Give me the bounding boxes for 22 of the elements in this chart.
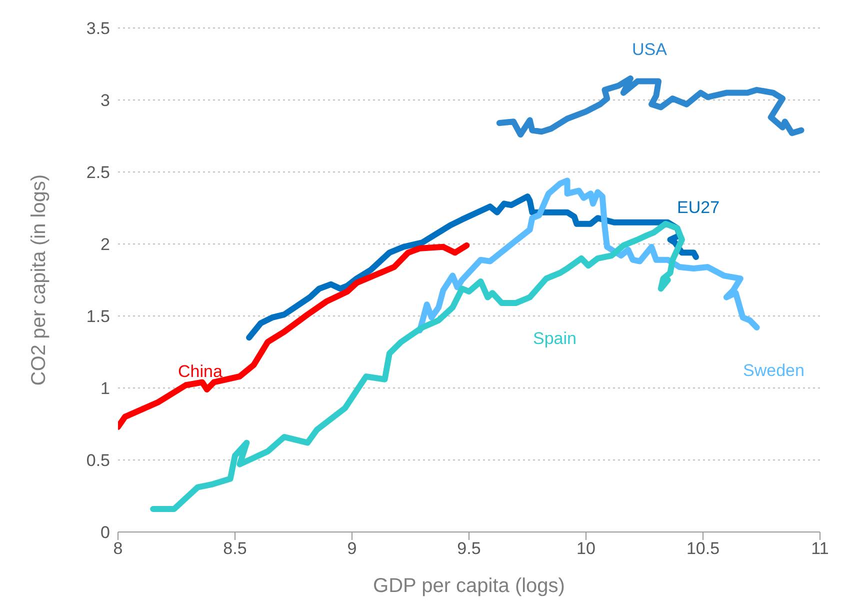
text: Sweden [743, 361, 804, 380]
y-tick-label: 1.5 [86, 307, 110, 326]
x-tick-label: 8.5 [223, 539, 247, 558]
y-tick-label: 0.5 [86, 451, 110, 470]
series-label: Spain [533, 329, 576, 348]
y-tick-label: 2 [100, 235, 110, 254]
x-tick-label: 9 [347, 539, 357, 558]
series-label: China [178, 362, 223, 381]
y-tick-label: 0 [100, 523, 110, 542]
series-label: USA [632, 40, 668, 59]
y-axis-title: CO2 per capita (in logs) [28, 174, 50, 386]
x-tick-label: 10 [576, 539, 596, 558]
y-tick-label: 3 [100, 91, 110, 110]
series-label: EU27 [677, 198, 720, 217]
x-tick-label: 9.5 [457, 539, 481, 558]
x-axis-title: GDP per capita (logs) [373, 575, 565, 597]
x-tick-label: 11 [811, 539, 829, 558]
x-tick-label: 8 [113, 539, 123, 558]
x-tick-label: 10.5 [686, 539, 720, 558]
y-tick-label: 3.5 [86, 19, 110, 38]
y-tick-label: 1 [100, 379, 110, 398]
y-tick-label: 2.5 [86, 163, 110, 182]
